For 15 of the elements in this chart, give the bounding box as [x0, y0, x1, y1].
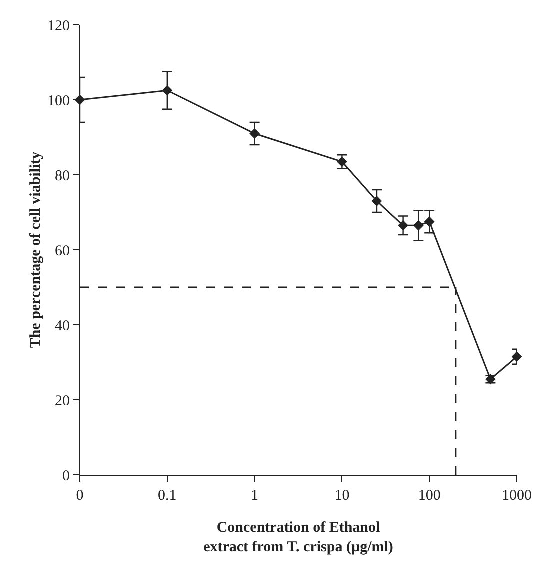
y-tick-label: 80: [55, 168, 70, 184]
y-tick-label: 0: [62, 468, 70, 484]
x-tick-label: 0: [76, 488, 84, 504]
x-tick-label: 100: [418, 488, 441, 504]
y-tick-label: 60: [55, 243, 70, 260]
y-tick-label: 120: [48, 18, 70, 34]
y-tick-label: 20: [55, 393, 70, 410]
x-tick-label: 0.1: [158, 488, 177, 504]
x-tick-label: 1: [251, 488, 259, 504]
x-tick-label: 1000: [502, 488, 532, 504]
y-tick-label: 40: [55, 318, 70, 334]
x-axis-title: Concentration of Ethanol extract from T. crispa (µg/ml): [204, 520, 394, 556]
y-tick-label: 100: [48, 93, 70, 110]
x-tick-label: 10: [334, 488, 350, 504]
y-axis-title: The percentage of cell viability: [28, 151, 44, 348]
